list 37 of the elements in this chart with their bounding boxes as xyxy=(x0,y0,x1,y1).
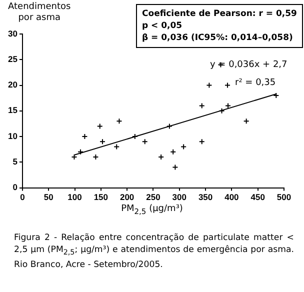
x-tick-label: 400 xyxy=(224,192,240,202)
y-axis-title: Atendimentos por asma xyxy=(8,2,71,24)
point xyxy=(198,102,205,109)
point xyxy=(180,144,187,150)
text: Figura 2 - Relação entre concentração de particulate matter < 2,5 µm (PM$_{2,5}$; µg/m³) e atendimentos de emergência por asma. Rio Branco, Acre - Setembro/2005. xyxy=(14,232,294,271)
x-tick-label: 500 xyxy=(276,192,292,202)
x-tick-label: 200 xyxy=(120,192,134,202)
point xyxy=(96,123,103,130)
point xyxy=(243,118,250,124)
point xyxy=(116,118,122,124)
x-tick-label: 450 xyxy=(250,192,266,202)
y-tick-label: 25 xyxy=(8,54,18,64)
point xyxy=(218,108,225,114)
y-tick-label: 30 xyxy=(8,28,18,38)
x-tick-label: 250 xyxy=(146,192,161,202)
point xyxy=(166,123,172,130)
x-tick-label: 0 xyxy=(20,192,26,202)
annotation: r² = 0,35 xyxy=(235,78,276,88)
annotation: Coeficiente de Pearson: r = 0,59 p < 0,05 β = 0,036 (IC95%: 0,014–0,058) xyxy=(136,4,303,48)
x-tick-label: 50 xyxy=(44,192,54,202)
x-tick-label: 300 xyxy=(172,192,187,202)
point xyxy=(172,164,178,170)
point xyxy=(225,102,232,109)
x-axis-title: PM$_{2,5}$ (µg/m³) xyxy=(120,204,184,216)
point xyxy=(170,148,176,155)
y-tick-label: 10 xyxy=(8,130,18,141)
point xyxy=(198,138,205,145)
y-tick-label: 15 xyxy=(8,105,18,116)
x-tick-label: 350 xyxy=(198,192,213,202)
y-tick-label: 5 xyxy=(12,156,18,167)
x-tick-label: 150 xyxy=(94,192,108,202)
y-tick-label: 20 xyxy=(8,80,18,90)
point xyxy=(142,138,148,145)
point xyxy=(206,82,212,88)
y-tick-label: 0 xyxy=(12,182,18,192)
point xyxy=(114,144,120,150)
x-tick-label: 100 xyxy=(68,192,82,202)
